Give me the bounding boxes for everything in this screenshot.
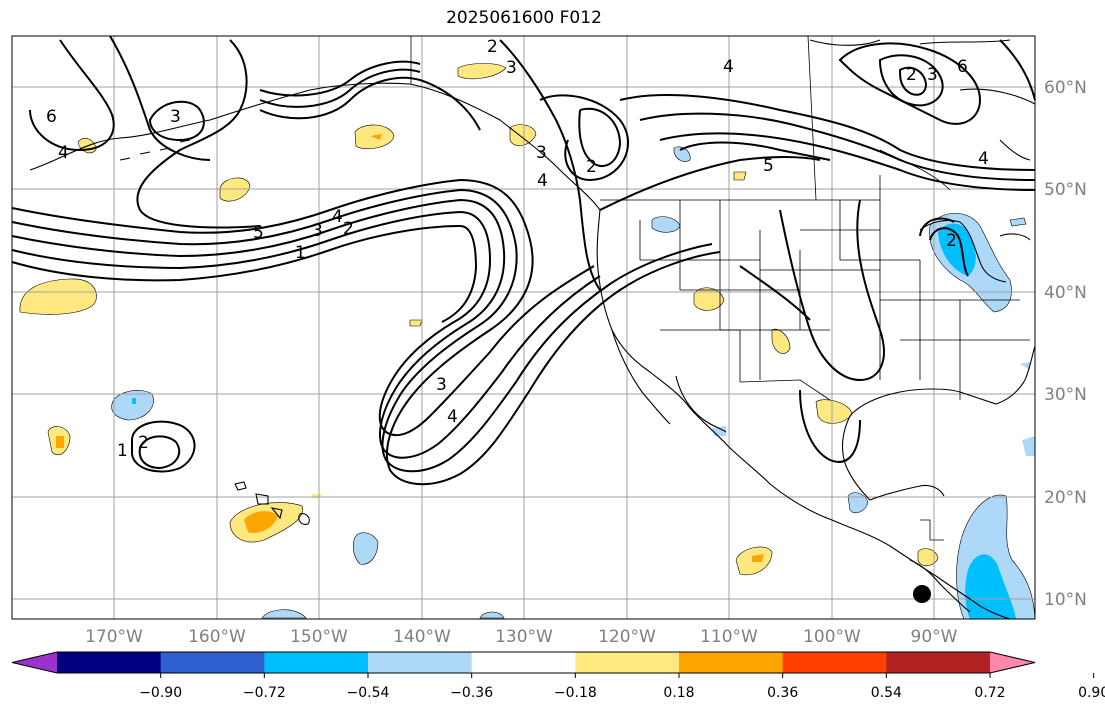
colorbar-tick-label: 0.90 <box>1078 685 1105 701</box>
colorbar-segment <box>160 652 265 673</box>
colorbar-extend-low <box>12 652 57 673</box>
negative-anomaly-patch <box>847 492 869 514</box>
negative-anomaly-patch <box>479 611 505 619</box>
colorbar-segment <box>57 652 162 673</box>
colorbar-segment <box>575 652 680 673</box>
colorbar-tick-label: 0.36 <box>767 685 798 701</box>
positive-anomaly-patch <box>19 278 97 315</box>
negative-anomaly-patch <box>965 554 1016 619</box>
negative-anomaly-patch <box>938 223 976 276</box>
lon-label: 90°W <box>911 627 958 647</box>
contour-labels: 2 3 3 4 6 6 4 3 5 4 3 2 1 4 5 2 2 4 3 1 … <box>46 37 989 461</box>
positive-anomaly-patch <box>509 124 537 146</box>
negative-anomaly-patch <box>1009 217 1027 227</box>
shaded-anomalies <box>19 63 1036 620</box>
lon-label: 110°W <box>700 627 758 647</box>
positive-anomaly-patch <box>370 134 382 140</box>
colorbar-segment <box>471 652 576 673</box>
gridlines <box>12 36 1035 619</box>
contour-label: 4 <box>58 143 69 163</box>
contour-label: 6 <box>46 107 57 127</box>
lat-label: 10°N <box>1044 590 1087 610</box>
lat-label: 50°N <box>1044 180 1087 200</box>
colorbar-tick-label: −0.72 <box>243 685 286 701</box>
contour-label: 3 <box>312 221 323 241</box>
lon-label: 170°W <box>85 627 143 647</box>
negative-anomaly-patch <box>132 398 136 404</box>
contour-label: 3 <box>536 143 547 163</box>
positive-anomaly-patch <box>219 177 251 202</box>
colorbar-tick-label: −0.18 <box>554 685 597 701</box>
plot-frame <box>11 35 1036 620</box>
contour-label: 1 <box>117 441 128 461</box>
colorbar-segment <box>679 652 784 673</box>
contour-label: 3 <box>927 65 938 85</box>
colorbar-tick-label: 0.18 <box>663 685 694 701</box>
positive-anomaly-patch <box>244 511 278 534</box>
colorbar-tick-label: 0.72 <box>974 685 1005 701</box>
contour-label: 2 <box>343 219 354 239</box>
lon-label: 130°W <box>495 627 553 647</box>
lon-label: 100°W <box>803 627 861 647</box>
colorbar-tick-label: 0.54 <box>871 685 902 701</box>
contour-label: 4 <box>447 407 458 427</box>
contour-label: 6 <box>957 57 968 77</box>
contour-label: 3 <box>170 107 181 127</box>
colorbar-tick-label: −0.90 <box>139 685 182 701</box>
positive-anomaly-patch <box>457 63 507 80</box>
contour-label: 4 <box>723 57 734 77</box>
negative-anomaly-patch <box>1020 362 1030 370</box>
contour-label: 2 <box>946 231 957 251</box>
colorbar-extend-high <box>990 652 1035 673</box>
lat-label: 30°N <box>1044 385 1087 405</box>
colorbar-segment <box>782 652 887 673</box>
negative-anomaly-patch <box>111 390 154 421</box>
contour-label: 2 <box>586 157 597 177</box>
contours <box>11 35 1036 486</box>
colorbar-outline <box>11 651 1036 674</box>
contour-label: 3 <box>436 375 447 395</box>
colorbar-segment <box>886 652 991 673</box>
location-marker <box>913 585 931 603</box>
borders <box>410 35 1030 541</box>
contour-label: 2 <box>138 433 149 453</box>
contour-label: 2 <box>487 37 498 57</box>
lon-label: 140°W <box>393 627 451 647</box>
lat-label: 40°N <box>1044 283 1087 303</box>
contour-label: 3 <box>506 58 517 78</box>
colorbar-segment <box>264 652 369 673</box>
colorbar-tick-label: −0.36 <box>450 685 493 701</box>
contour-label: 2 <box>906 65 917 85</box>
positive-anomaly-patch <box>733 171 747 181</box>
latitude-labels: 60°N 50°N 40°N 30°N 20°N 10°N <box>1044 78 1087 610</box>
negative-anomaly-patch <box>1022 436 1035 456</box>
lat-label: 60°N <box>1044 78 1087 98</box>
coastlines <box>29 39 1036 620</box>
positive-anomaly-patch <box>693 287 725 311</box>
contour-label: 1 <box>295 243 306 263</box>
lon-label: 120°W <box>598 627 656 647</box>
positive-anomaly-patch <box>752 554 764 562</box>
negative-anomaly-patch <box>261 609 307 619</box>
positive-anomaly-patch <box>409 319 423 327</box>
positive-anomaly-patch <box>917 548 939 567</box>
colorbar-tick-label: −0.54 <box>347 685 390 701</box>
lon-label: 160°W <box>188 627 246 647</box>
map-title: 2025061600 F012 <box>446 8 602 28</box>
contour-label: 4 <box>537 171 548 191</box>
positive-anomaly-patch <box>56 436 64 448</box>
colorbar: −0.90 −0.72 −0.54 −0.36 −0.18 0.18 0.36 0.54 0.7… <box>11 651 1105 701</box>
longitude-labels: 170°W 160°W 150°W 140°W 130°W 120°W 110°… <box>85 627 958 647</box>
negative-anomaly-patch <box>673 146 691 162</box>
contour-label: 5 <box>763 156 774 176</box>
colorbar-segment <box>368 652 473 673</box>
contour-label: 4 <box>332 207 343 227</box>
lat-label: 20°N <box>1044 488 1087 508</box>
contour-label: 5 <box>253 223 264 243</box>
negative-anomaly-patch <box>352 532 379 565</box>
lon-label: 150°W <box>290 627 348 647</box>
contour-label: 4 <box>978 149 989 169</box>
